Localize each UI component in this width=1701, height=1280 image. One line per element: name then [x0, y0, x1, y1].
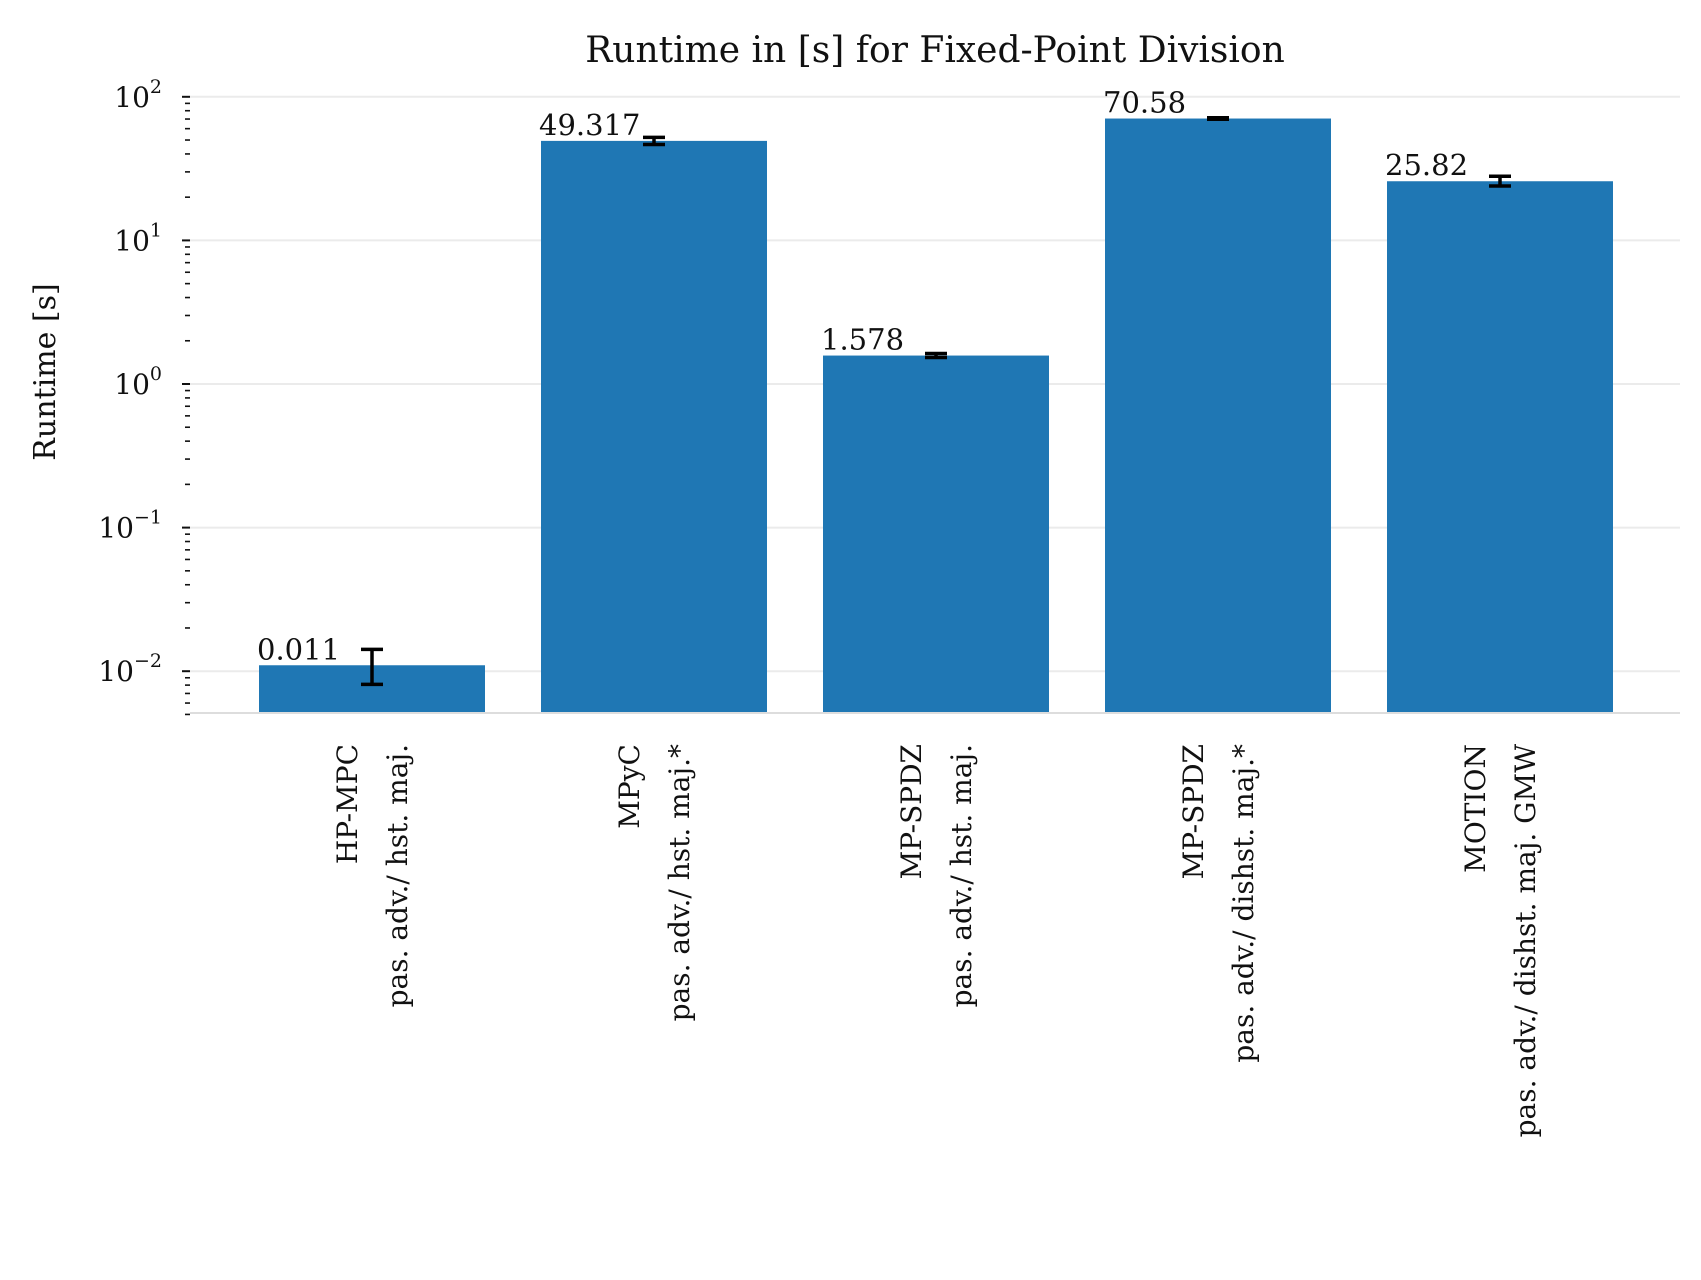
y-tick-exponent: −1 [134, 507, 162, 529]
bar-value-label: 49.317 [539, 108, 640, 142]
y-tick-exponent: 1 [150, 219, 162, 241]
y-tick-label: 10−2 [98, 650, 162, 688]
y-tick-exponent: −2 [134, 650, 162, 672]
y-tick-exponent: 0 [150, 363, 162, 385]
chart-title: Runtime in [s] for Fixed-Point Division [585, 30, 1285, 71]
x-category-label: MOTION [1459, 744, 1492, 873]
y-tick-label: 10−1 [98, 507, 162, 545]
x-category-label: pas. adv./ hst. maj.* [663, 744, 696, 1021]
bar-value-label: 0.011 [257, 632, 340, 666]
y-tick-base: 10 [98, 655, 134, 688]
y-tick-label: 100 [114, 363, 162, 401]
y-tick-label: 101 [114, 219, 162, 257]
bar-value-label: 70.58 [1103, 86, 1186, 120]
y-tick-label: 102 [114, 76, 162, 114]
x-category-label: pas. adv./ dishst. maj.* [1227, 744, 1260, 1063]
bar [1105, 118, 1331, 714]
x-category-label: MPyC [613, 744, 646, 829]
x-category-label: MP-SPDZ [1177, 744, 1210, 879]
y-tick-base: 10 [98, 512, 134, 545]
x-category-label: pas. adv./ dishst. maj. GMW [1509, 744, 1542, 1138]
bar-value-label: 1.578 [821, 323, 904, 357]
bar-value-label: 25.82 [1385, 148, 1468, 182]
y-tick-exponent: 2 [150, 76, 162, 98]
bars [259, 118, 1613, 714]
x-category-label: MP-SPDZ [895, 744, 928, 879]
y-tick-base: 10 [114, 224, 150, 257]
bar [541, 140, 767, 713]
x-category-labels: HP-MPC pas. adv./ hst. maj. MPyC pas. adv./… [331, 744, 1542, 1138]
x-category-label: pas. adv./ hst. maj. [945, 744, 978, 1007]
y-tick-base: 10 [114, 368, 150, 401]
bar [823, 355, 1049, 713]
y-tick-base: 10 [114, 81, 150, 114]
x-category-label: HP-MPC [331, 744, 364, 864]
y-axis-label: Runtime [s] [28, 283, 63, 460]
error-bars [361, 116, 1511, 687]
bar [1387, 181, 1613, 713]
x-category-label: pas. adv./ hst. maj. [381, 744, 414, 1007]
bar-value-labels: 0.011 49.317 1.578 70.58 25.82 [257, 86, 1468, 667]
